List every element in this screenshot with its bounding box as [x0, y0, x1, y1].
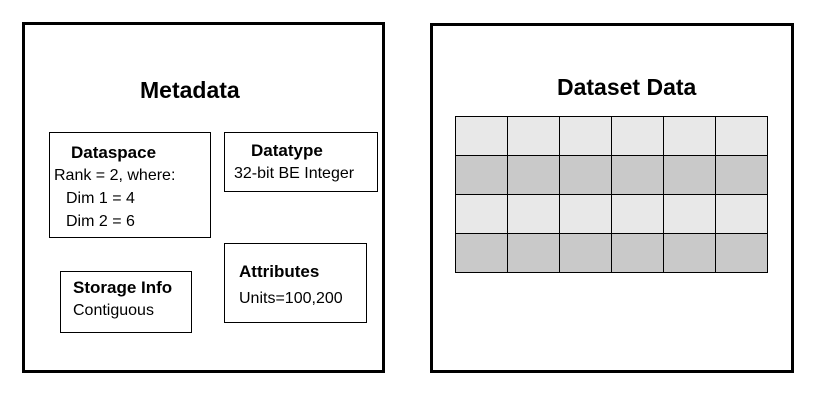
grid-cell [716, 117, 768, 156]
grid-cell [560, 234, 612, 273]
grid-cell [508, 156, 560, 195]
grid-cell [508, 117, 560, 156]
dataspace-dim1: Dim 1 = 4 [66, 190, 135, 207]
grid-cell [560, 156, 612, 195]
grid-cell [664, 195, 716, 234]
grid-cell [716, 195, 768, 234]
datatype-title: Datatype [251, 141, 323, 160]
dataspace-title: Dataspace [71, 143, 157, 162]
grid-cell [456, 234, 508, 273]
grid-cell [560, 117, 612, 156]
grid-cell [612, 117, 664, 156]
attributes-box: Attributes Units=100,200 [224, 243, 367, 323]
grid-cell [456, 156, 508, 195]
dataset-title: Dataset Data [557, 74, 697, 100]
grid-cell [612, 195, 664, 234]
dataspace-rank: Rank = 2, where: [54, 167, 176, 184]
datatype-box: Datatype 32-bit BE Integer [224, 132, 378, 192]
dataspace-box: Dataspace Rank = 2, where: Dim 1 = 4 Dim… [49, 132, 211, 238]
dataset-panel: Dataset Data [430, 23, 794, 373]
dataset-grid [455, 116, 768, 273]
datatype-value: 32-bit BE Integer [234, 165, 355, 182]
grid-cell [716, 234, 768, 273]
grid-cell [508, 195, 560, 234]
grid-cell [456, 117, 508, 156]
metadata-panel: Metadata Dataspace Rank = 2, where: Dim … [22, 22, 385, 373]
grid-cell [664, 156, 716, 195]
grid-cell [612, 156, 664, 195]
grid-cell [612, 234, 664, 273]
grid-cell [716, 156, 768, 195]
grid-cell [456, 195, 508, 234]
grid-cell [560, 195, 612, 234]
storage-info-box: Storage Info Contiguous [60, 271, 192, 333]
storage-info-value: Contiguous [73, 302, 154, 319]
attributes-value: Units=100,200 [239, 290, 343, 307]
grid-cell [508, 234, 560, 273]
attributes-title: Attributes [239, 262, 320, 281]
grid-cell [664, 234, 716, 273]
metadata-title: Metadata [140, 77, 240, 103]
dataspace-dim2: Dim 2 = 6 [66, 213, 135, 230]
storage-info-title: Storage Info [73, 278, 173, 297]
grid-cell [664, 117, 716, 156]
